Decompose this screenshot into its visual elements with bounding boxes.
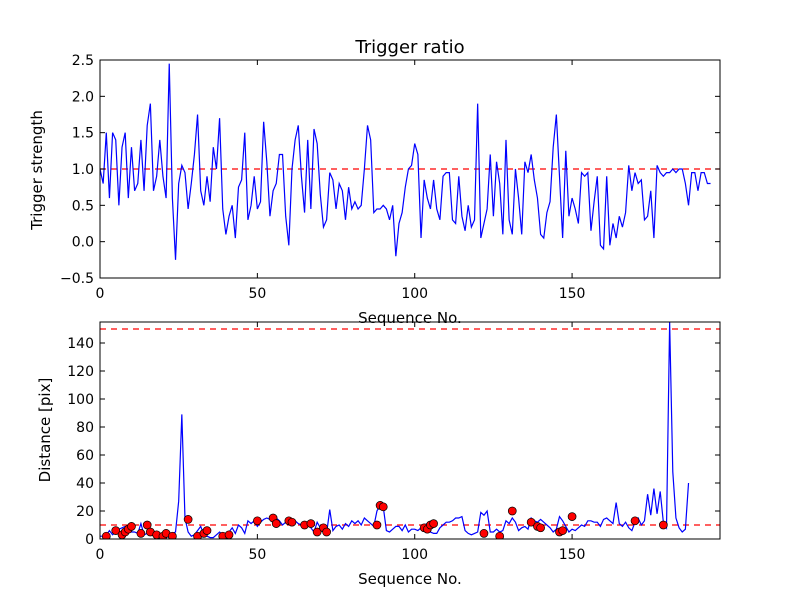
chart-bottom-marker-point <box>372 520 382 530</box>
chart-bottom-ytick-label: 40 <box>76 476 94 492</box>
chart-bottom-marker-point <box>495 531 505 539</box>
chart-bottom-marker-point <box>183 515 193 524</box>
chart-bottom-marker-point <box>558 526 567 535</box>
chart-bottom-ytick-label: 140 <box>67 336 94 352</box>
chart-bottom-marker-point <box>507 506 517 516</box>
chart-top-xtick-label: 0 <box>96 286 105 302</box>
chart-bottom-ytick-label: 120 <box>67 364 94 380</box>
chart-bottom-ytick-label: 20 <box>76 504 94 520</box>
chart-bottom-xtick-label: 0 <box>96 547 105 563</box>
chart-bottom-marker-point <box>253 516 262 526</box>
chart-bottom-marker-point <box>287 517 297 527</box>
chart-bottom-ytick-label: 0 <box>85 532 94 548</box>
chart-bottom-marker-point <box>224 530 234 539</box>
chart-top-ytick-label: 1.0 <box>72 162 94 178</box>
chart-bottom: 0 50 100 150 0 20 40 60 80 100 120 140 Sequence No.… <box>36 321 721 588</box>
chart-top-xlabel: Sequence No. <box>358 309 462 327</box>
chart-bottom-marker-point <box>567 512 577 521</box>
chart-bottom-marker-point <box>101 531 111 539</box>
chart-bottom-marker-point <box>127 522 136 531</box>
chart-bottom-xtick-label: 150 <box>559 547 586 563</box>
chart-bottom-marker-point <box>168 531 177 539</box>
chart-bottom-marker-point <box>111 526 121 535</box>
chart-bottom-marker-point <box>271 519 281 528</box>
chart-bottom-marker-point <box>136 529 146 538</box>
chart-top-ytick-label: 2.0 <box>72 89 94 105</box>
chart-top-xtick-label: 150 <box>559 286 586 302</box>
chart-bottom-xlabel: Sequence No. <box>358 570 462 588</box>
chart-bottom-data-layer <box>100 322 720 539</box>
chart-bottom-ytick-label: 100 <box>67 392 94 408</box>
chart-top-ytick-label: 0.0 <box>72 235 94 251</box>
chart-bottom-marker-point <box>202 526 212 535</box>
chart-bottom-plot-area: 0 50 100 150 0 20 40 60 80 100 120 140 <box>67 321 721 563</box>
chart-bottom-marker-point <box>536 523 545 533</box>
chart-bottom-marker-point <box>322 527 331 537</box>
chart-top-plot-area: 0 50 100 150 −0.5 0.0 0.5 1.0 1.5 2.0 2.5 <box>60 53 721 302</box>
chart-bottom-marker-point <box>659 520 668 530</box>
chart-top-ytick-label: 1.5 <box>72 126 94 142</box>
chart-bottom-marker-point <box>479 529 489 538</box>
chart-bottom-marker-point <box>526 517 536 527</box>
chart-bottom-ytick-label: 80 <box>76 420 94 436</box>
chart-top-xtick-label: 50 <box>248 286 266 302</box>
chart-bottom-xtick-label: 100 <box>401 547 428 563</box>
chart-bottom-series-line <box>100 322 690 539</box>
chart-top-series-line <box>100 63 711 260</box>
chart-bottom-marker-point <box>630 516 640 526</box>
chart-bottom-axes-frame <box>99 321 721 540</box>
chart-bottom-ylabel: Distance [pix] <box>36 378 54 483</box>
chart-bottom-marker-point <box>378 502 388 512</box>
chart-bottom-marker-point <box>429 519 438 528</box>
chart-bottom-marker-point <box>306 519 316 528</box>
chart-top-xtick-label: 100 <box>401 286 428 302</box>
chart-bottom-marker-point <box>312 527 322 537</box>
chart-top-data-layer <box>100 63 720 260</box>
chart-top-ytick-label: 2.5 <box>72 53 94 69</box>
chart-top-ytick-label: −0.5 <box>60 271 94 287</box>
chart-top-title: Trigger ratio <box>354 37 464 58</box>
chart-bottom-xtick-label: 50 <box>248 547 266 563</box>
chart-top-ytick-label: 0.5 <box>72 198 94 214</box>
chart-top-ylabel: Trigger strength <box>28 110 46 231</box>
chart-bottom-ytick-label: 60 <box>76 448 94 464</box>
